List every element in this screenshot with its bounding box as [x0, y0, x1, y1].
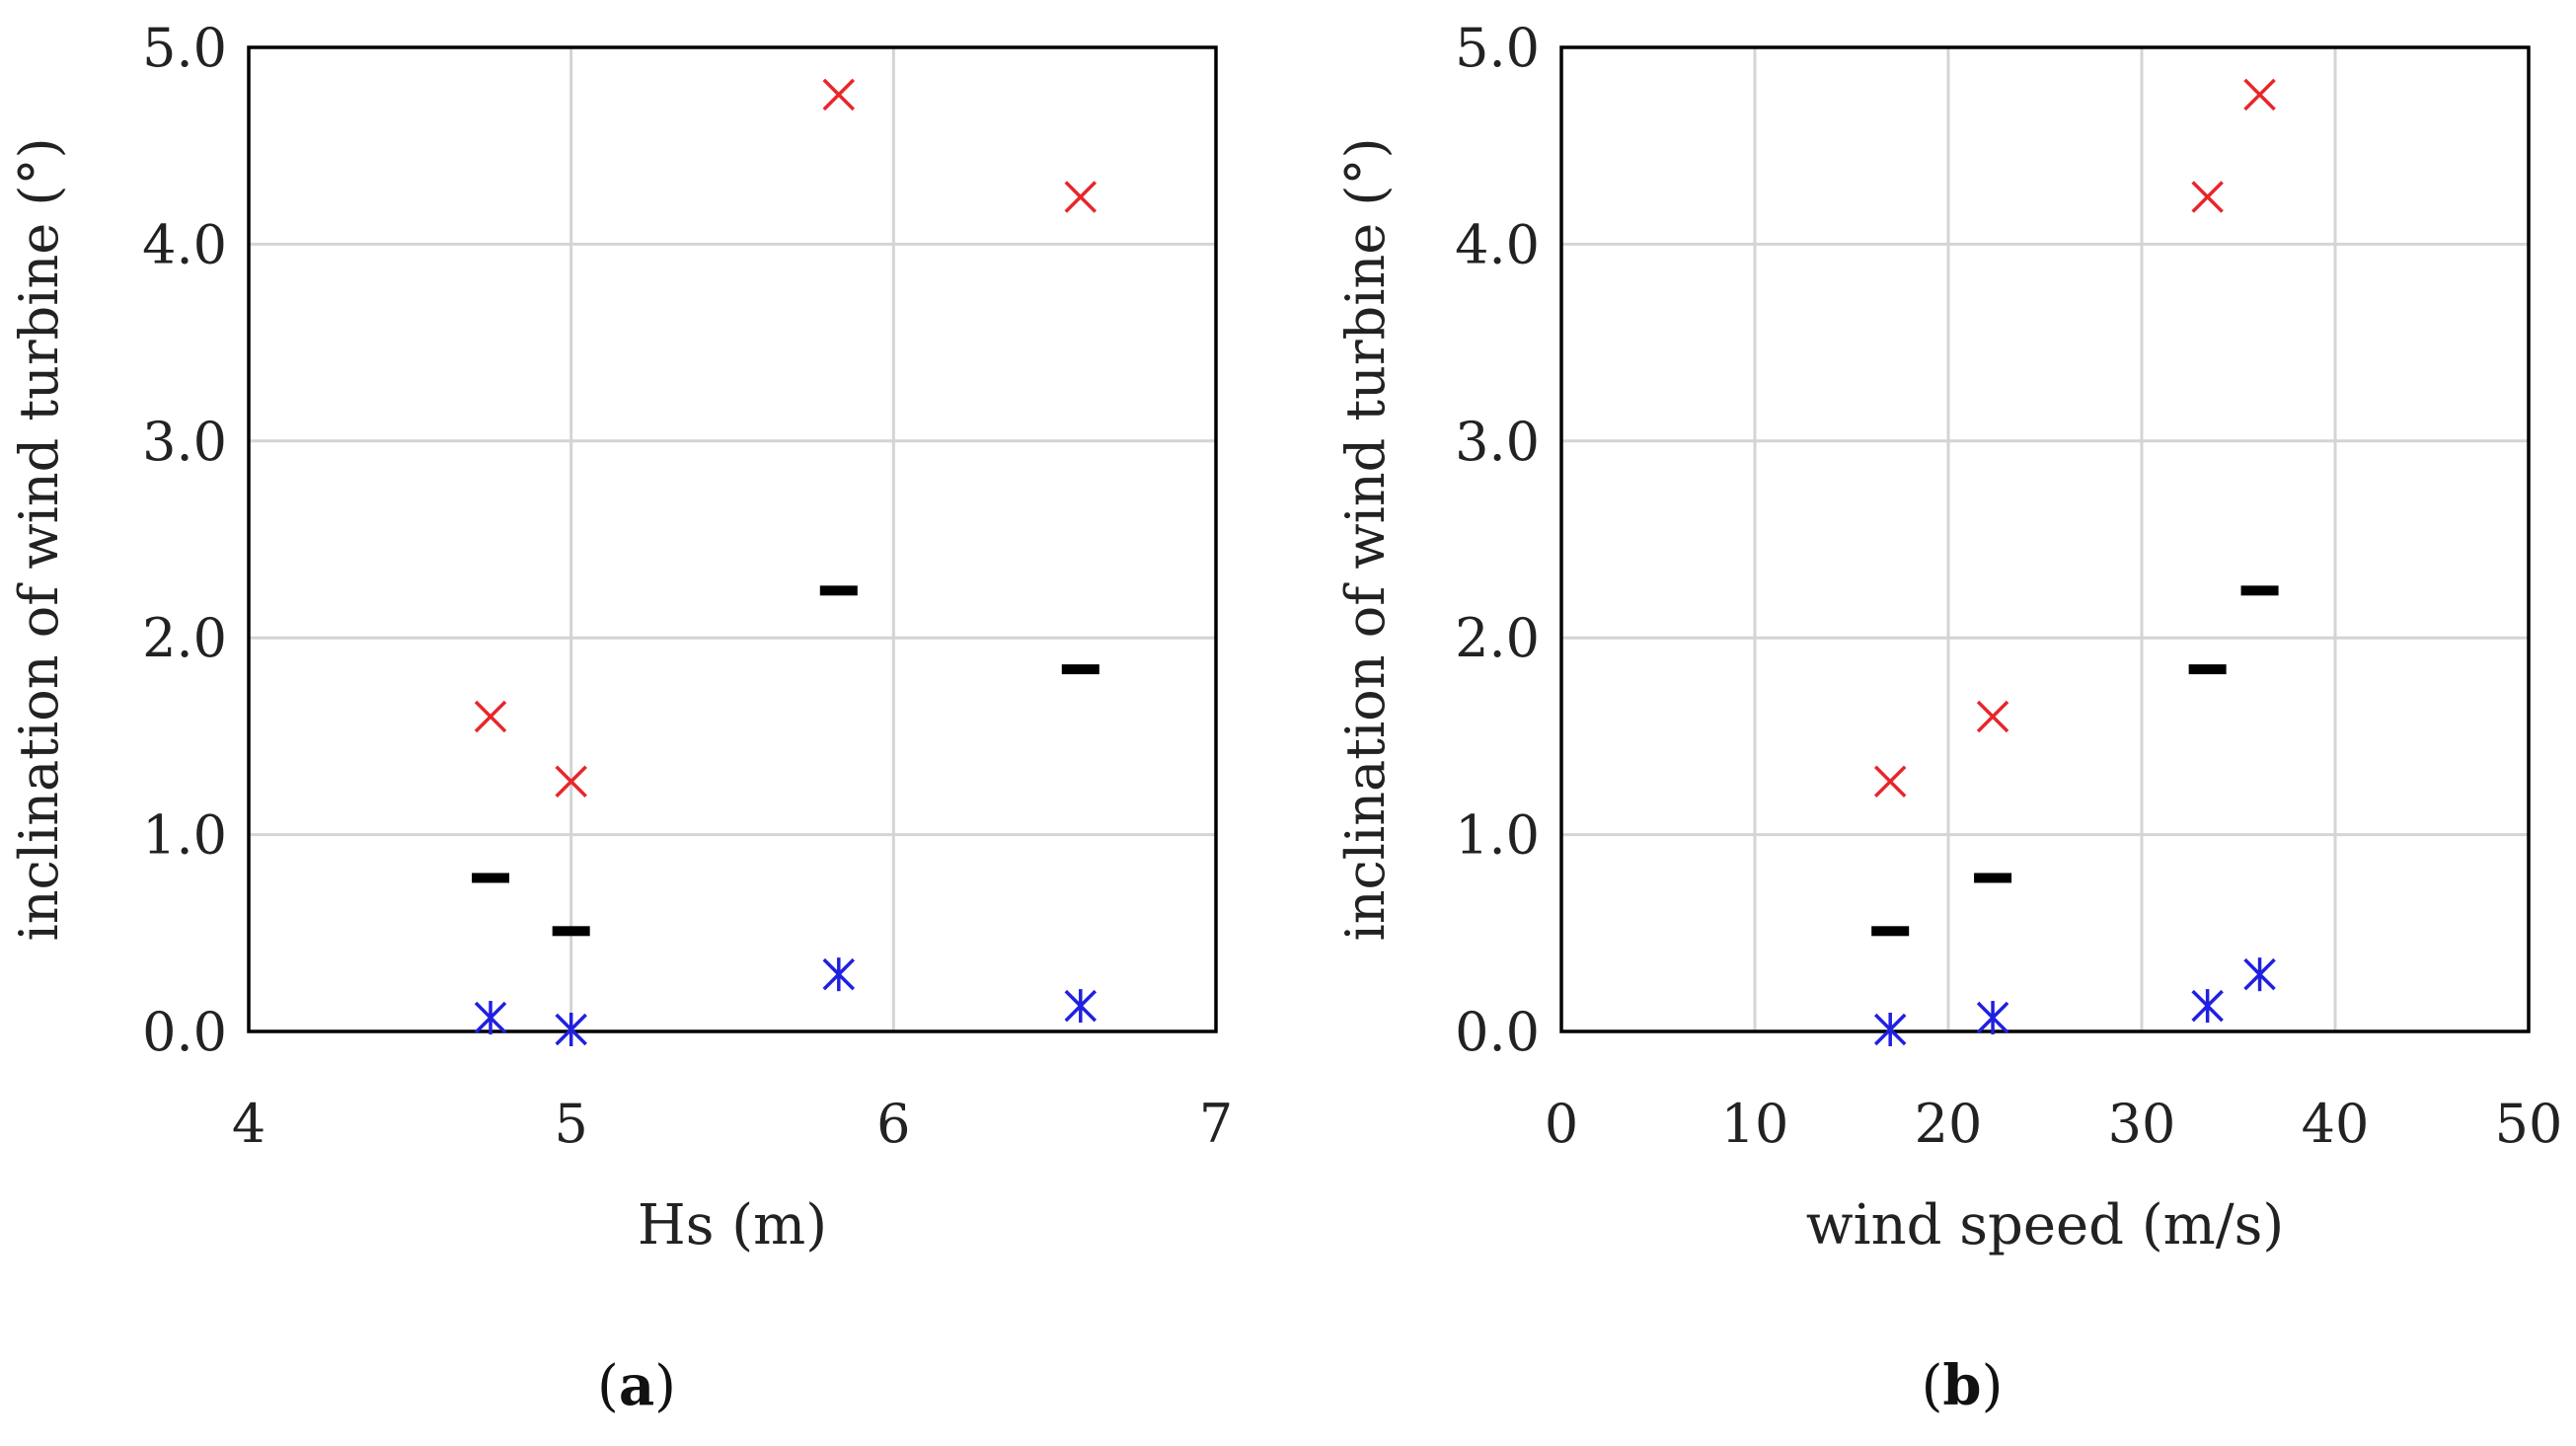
data-point-mean	[1974, 873, 2012, 883]
x-tick-label: 7	[1199, 1093, 1233, 1155]
y-tick-label: 3.0	[142, 411, 227, 473]
y-tick-label: 1.0	[1455, 804, 1540, 867]
x-tick-label: 20	[1915, 1093, 1983, 1155]
y-tick-label: 4.0	[142, 213, 227, 275]
panel-b-chart: 0.0 1.0 2.0 3.0 4.0 5.0 0 10 20 30 40 50 wind speed …	[1334, 17, 2562, 1257]
y-tick-label: 5.0	[1455, 17, 1540, 79]
x-tick-label: 30	[2108, 1093, 2176, 1155]
y-tick-label: 2.0	[1455, 607, 1540, 669]
data-point-maximum	[2243, 78, 2276, 112]
data-point-mean	[472, 873, 509, 883]
x-tick-label: 10	[1721, 1093, 1789, 1155]
panel-b-caption: (b)	[1922, 1353, 2004, 1418]
y-axis-label: inclination of wind turbine (°)	[8, 137, 70, 941]
data-point-mean	[1871, 926, 1910, 937]
x-tick-label: 5	[554, 1093, 587, 1155]
plot-area-frame	[1559, 45, 2531, 1033]
panel-a-caption: (a)	[597, 1353, 676, 1418]
x-axis-label: Hs (m)	[638, 1193, 827, 1257]
data-point-mean	[1061, 664, 1099, 675]
data-point-mean	[552, 926, 590, 937]
data-point-maximum	[1064, 181, 1098, 213]
data-point-minimum	[2191, 989, 2224, 1024]
data-point-mean	[819, 585, 858, 596]
x-tick-label: 4	[232, 1093, 265, 1155]
data-point-mean	[2240, 585, 2279, 596]
y-tick-label: 5.0	[142, 17, 227, 79]
y-tick-label: 0.0	[1455, 1001, 1540, 1063]
y-tick-label: 2.0	[142, 607, 227, 669]
plot-area-frame	[247, 45, 1218, 1033]
data-point-maximum	[1873, 765, 1907, 798]
data-point-maximum	[474, 700, 507, 733]
data-point-maximum	[555, 765, 587, 798]
x-tick-label: 40	[2302, 1093, 2370, 1155]
x-tick-label: 50	[2495, 1093, 2563, 1155]
panel-a-chart: 0.0 1.0 2.0 3.0 4.0 5.0 4 5 6 7 Hs (m) inclination …	[8, 17, 1233, 1257]
y-axis-label: inclination of wind turbine (°)	[1334, 137, 1397, 941]
data-point-mean	[2188, 664, 2227, 675]
y-tick-label: 1.0	[142, 804, 227, 867]
data-point-minimum	[1976, 1001, 2009, 1035]
data-point-minimum	[1064, 989, 1098, 1024]
x-tick-label: 0	[1545, 1093, 1578, 1155]
data-point-minimum	[555, 1013, 587, 1047]
data-point-maximum	[1976, 700, 2009, 733]
y-tick-label: 4.0	[1455, 213, 1540, 275]
data-point-minimum	[2243, 957, 2276, 992]
data-point-maximum	[2191, 181, 2224, 213]
x-axis-label: wind speed (m/s)	[1806, 1193, 2284, 1257]
data-point-maximum	[822, 78, 856, 112]
x-tick-label: 6	[876, 1093, 910, 1155]
y-tick-label: 0.0	[142, 1001, 227, 1063]
y-tick-label: 3.0	[1455, 411, 1540, 473]
data-point-minimum	[1873, 1013, 1907, 1047]
data-point-minimum	[474, 1001, 507, 1035]
data-point-minimum	[822, 957, 856, 992]
